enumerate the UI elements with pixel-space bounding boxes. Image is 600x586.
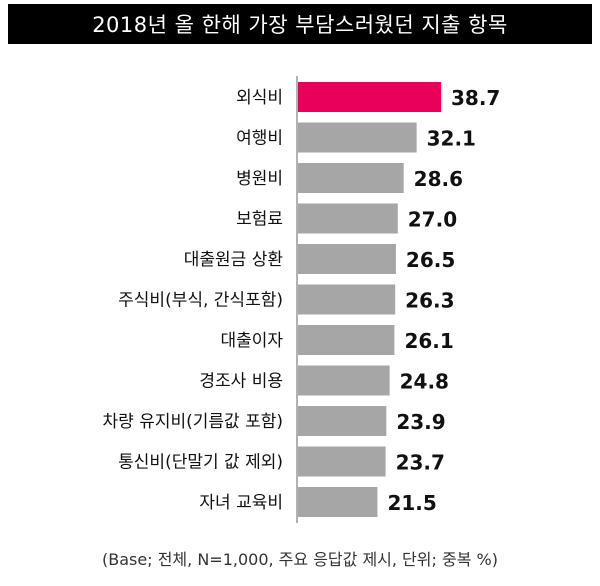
value-label: 28.6 [414,167,463,191]
category-label: 여행비 [236,129,283,149]
category-label: 주식비(부식, 간식포함) [118,291,283,311]
category-label: 자녀 교육비 [199,493,283,513]
footnote: (Base; 전체, N=1,000, 주요 응답값 제시, 단위; 중복 %) [102,550,498,569]
value-label: 23.9 [396,410,445,434]
category-label: 외식비 [236,88,283,108]
bar [298,284,396,315]
bar [298,325,395,355]
value-label: 26.3 [405,289,454,313]
bar [298,163,404,193]
value-label: 21.5 [387,491,436,515]
bar [298,446,386,477]
category-label: 경조사 비용 [199,372,283,392]
bar [298,82,441,112]
value-label: 26.1 [404,329,453,353]
chart-title: 2018년 올 한해 가장 부담스러웠던 지출 항목 [8,4,592,44]
value-label: 24.8 [400,370,449,394]
bar [298,365,390,396]
bar [298,406,387,436]
bar-chart: 외식비 38.7 여행비 32.1 병원비 28.6 보험료 27.0 대출원금 상환 26.5 주… [103,76,500,523]
value-label: 32.1 [427,127,476,151]
category-label: 보험료 [236,210,283,230]
bar [298,244,396,274]
bar [298,203,398,234]
value-label: 38.7 [451,86,500,110]
category-label: 병원비 [236,169,283,189]
value-label: 27.0 [408,208,457,232]
category-label: 대출원금 상환 [184,250,283,270]
category-label: 통신비(단말기 값 제외) [118,453,283,473]
bar [298,122,417,153]
value-label: 23.7 [396,451,445,475]
value-label: 26.5 [406,248,455,272]
bar [298,487,378,517]
category-label: 차량 유지비(기름값 포함) [103,412,283,432]
category-label: 대출이자 [220,331,283,351]
